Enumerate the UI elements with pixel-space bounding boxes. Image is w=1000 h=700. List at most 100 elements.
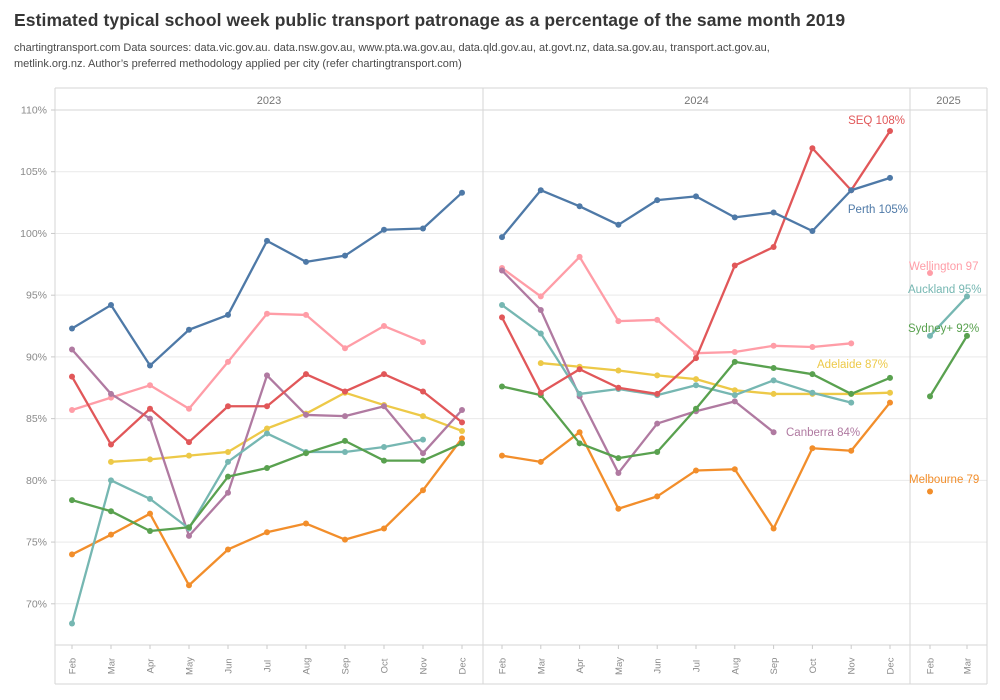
series-auckland-point[interactable] [537,330,544,337]
series-seq-point[interactable] [770,244,777,251]
series-adelaide-point[interactable] [731,387,738,394]
series-auckland-point[interactable] [964,293,970,300]
series-wellington-point[interactable] [615,318,622,325]
series-perth-point[interactable] [186,326,192,333]
series-seq-point[interactable] [303,371,309,378]
series-wellington-point[interactable] [809,344,816,351]
series-melbourne-point[interactable] [381,525,387,532]
series-perth-point[interactable] [342,252,348,259]
series-melbourne-point[interactable] [420,487,426,494]
series-auckland-point[interactable] [848,399,855,406]
series-perth-line[interactable] [500,176,892,239]
series-canberra-line[interactable] [500,269,775,475]
series-perth-point[interactable] [147,362,153,369]
series-melbourne-point[interactable] [615,505,622,512]
series-sydney-point[interactable] [809,371,816,378]
series-sydney-point[interactable] [576,440,583,447]
series-sydney-point[interactable] [848,390,855,397]
series-perth-point[interactable] [537,187,544,194]
series-auckland-point[interactable] [381,444,387,451]
series-melbourne-point[interactable] [186,582,192,589]
series-wellington-point[interactable] [147,382,153,389]
series-melbourne-point[interactable] [576,429,583,436]
series-perth-point[interactable] [381,226,387,233]
series-adelaide-point[interactable] [264,425,270,432]
series-perth-point[interactable] [887,174,893,181]
series-auckland-line[interactable] [500,303,853,404]
series-canberra-point[interactable] [303,411,309,418]
series-adelaide-point[interactable] [693,376,699,383]
series-seq-point[interactable] [615,384,622,391]
series-auckland-point[interactable] [809,389,816,396]
series-wellington-point[interactable] [731,348,738,355]
series-melbourne-point[interactable] [770,525,777,532]
series-adelaide-point[interactable] [420,413,426,420]
series-melbourne-point[interactable] [731,466,738,473]
series-seq-point[interactable] [264,403,270,410]
series-melbourne-line[interactable] [500,401,892,530]
series-auckland-point[interactable] [499,302,505,309]
series-adelaide-point[interactable] [770,390,777,397]
series-melbourne-point[interactable] [693,467,699,474]
series-seq-point[interactable] [654,390,661,397]
series-auckland-point[interactable] [342,448,348,455]
series-wellington-line[interactable] [500,255,853,355]
series-seq-point[interactable] [225,403,231,410]
series-melbourne-point[interactable] [69,551,75,558]
series-seq-point[interactable] [809,145,816,152]
series-wellington-point[interactable] [537,293,544,300]
series-sydney-point[interactable] [186,524,192,531]
series-auckland-point[interactable] [69,620,75,627]
series-adelaide-point[interactable] [887,389,893,396]
series-perth-point[interactable] [576,203,583,210]
series-seq-point[interactable] [108,441,114,448]
series-melbourne-point[interactable] [264,529,270,536]
series-perth-point[interactable] [770,209,777,216]
series-melbourne-point[interactable] [654,493,661,500]
series-seq-point[interactable] [887,127,893,134]
series-seq-point[interactable] [499,314,505,321]
series-sydney-point[interactable] [225,473,231,480]
series-wellington-point[interactable] [576,253,583,260]
series-canberra-point[interactable] [69,346,75,353]
series-melbourne-point[interactable] [108,531,114,538]
series-wellington-point[interactable] [848,340,855,347]
series-wellington-point[interactable] [420,339,426,346]
series-adelaide-line[interactable] [109,391,464,463]
series-canberra-point[interactable] [615,469,622,476]
series-sydney-line[interactable] [70,439,464,533]
series-sydney-point[interactable] [147,527,153,534]
series-perth-point[interactable] [69,325,75,332]
series-auckland-point[interactable] [770,377,777,384]
series-wellington-point[interactable] [186,405,192,412]
series-seq-point[interactable] [147,405,153,412]
series-adelaide-point[interactable] [108,458,114,465]
series-perth-point[interactable] [303,258,309,265]
series-auckland-point[interactable] [927,332,933,339]
series-perth-point[interactable] [459,189,465,196]
series-perth-point[interactable] [499,234,505,241]
series-auckland-point[interactable] [108,477,114,484]
series-canberra-point[interactable] [499,267,505,274]
series-perth-point[interactable] [108,302,114,309]
series-auckland-point[interactable] [420,436,426,443]
series-melbourne-point[interactable] [459,435,465,442]
series-adelaide-point[interactable] [615,367,622,374]
series-wellington-point[interactable] [381,323,387,330]
series-sydney-point[interactable] [927,393,933,400]
series-wellington-point[interactable] [770,342,777,349]
series-canberra-point[interactable] [420,450,426,457]
series-sydney-line[interactable] [928,334,969,398]
series-auckland-point[interactable] [264,430,270,437]
series-perth-point[interactable] [225,311,231,318]
series-wellington-point[interactable] [225,358,231,365]
series-perth-point[interactable] [264,237,270,244]
series-seq-point[interactable] [731,262,738,269]
series-melbourne-point[interactable] [927,488,933,495]
series-canberra-point[interactable] [731,398,738,405]
series-seq-point[interactable] [420,388,426,395]
series-sydney-point[interactable] [731,358,738,365]
series-wellington-point[interactable] [654,316,661,323]
series-sydney-point[interactable] [770,365,777,372]
series-melbourne-point[interactable] [499,452,505,459]
